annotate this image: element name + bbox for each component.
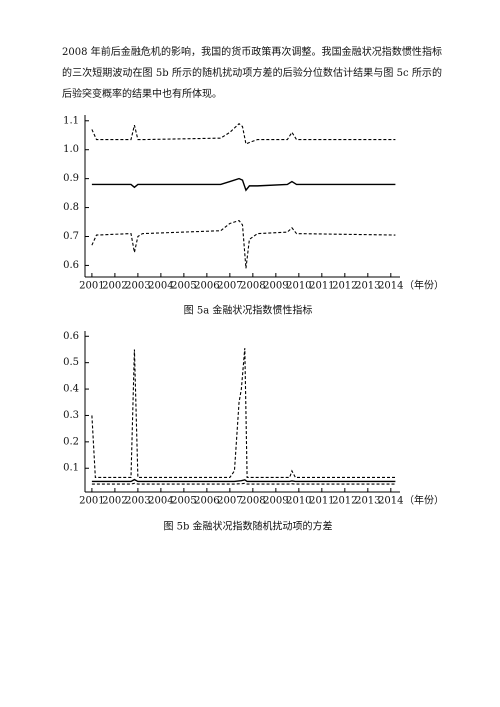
x-tick-label: 2007 (217, 281, 242, 292)
x-tick-label: 2008 (240, 281, 265, 292)
x-tick-label: 2002 (102, 496, 127, 507)
x-tick-label: 2013 (355, 496, 380, 507)
paragraph: 2008 年前后金融危机的影响，我国的货币政策再次调整。我国金融状况指数惯性指标… (62, 47, 442, 100)
y-tick-label: 1.1 (63, 115, 79, 126)
x-axis-label: （年份） (404, 494, 444, 507)
x-tick-label: 2005 (171, 281, 196, 292)
x-tick-label: 2004 (148, 281, 173, 292)
series-line (91, 478, 396, 483)
series-line (91, 348, 396, 479)
x-tick-label: 2003 (125, 496, 150, 507)
x-tick-label: 2006 (194, 496, 219, 507)
series-line (91, 482, 396, 485)
series-line (91, 177, 396, 192)
y-tick-label: 0.6 (63, 331, 79, 342)
x-tick-label: 2001 (79, 281, 104, 292)
x-tick-label: 2006 (194, 281, 219, 292)
x-tick-label: 2012 (332, 496, 357, 507)
x-tick-label: 2003 (125, 281, 150, 292)
x-tick-label: 2005 (171, 496, 196, 507)
x-tick-label: 2007 (217, 496, 242, 507)
x-tick-label: 2009 (263, 281, 288, 292)
series-line (91, 219, 396, 269)
x-tick-label: 2011 (309, 281, 334, 292)
x-tick-label: 2014 (378, 281, 403, 292)
x-tick-label: 2001 (79, 496, 104, 507)
x-tick-label: 2010 (286, 281, 311, 292)
x-tick-label: 2012 (332, 281, 357, 292)
y-tick-label: 0.4 (63, 384, 79, 395)
y-tick-label: 0.3 (63, 410, 79, 421)
x-tick-label: 2014 (378, 496, 403, 507)
x-axis-label: （年份） (404, 279, 444, 292)
figure-caption: 图 5a 金融状况指数惯性指标 (184, 304, 313, 317)
x-tick-label: 2009 (263, 496, 288, 507)
x-tick-label: 2013 (355, 281, 380, 292)
figure-caption: 图 5b 金融状况指数随机扰动项的方差 (163, 520, 332, 533)
y-tick-label: 0.8 (63, 202, 79, 213)
x-tick-label: 2010 (286, 496, 311, 507)
y-tick-label: 0.5 (63, 357, 79, 368)
y-tick-label: 0.9 (63, 173, 79, 184)
y-tick-label: 0.6 (63, 260, 79, 271)
y-tick-label: 1.0 (63, 144, 79, 155)
y-tick-label: 0.2 (63, 436, 79, 447)
x-tick-label: 2002 (102, 281, 127, 292)
x-tick-label: 2008 (240, 496, 265, 507)
x-tick-label: 2011 (309, 496, 334, 507)
y-tick-label: 0.1 (63, 463, 79, 474)
y-tick-label: 0.7 (63, 231, 79, 242)
series-line (91, 122, 396, 145)
x-tick-label: 2004 (148, 496, 173, 507)
